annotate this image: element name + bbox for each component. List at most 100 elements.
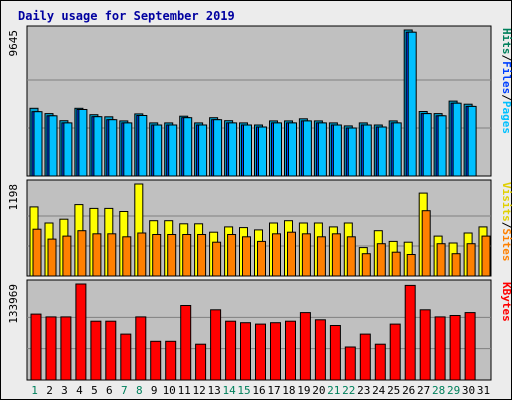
x-tick-label: 1 [31,384,38,397]
bar-pages-day-8 [138,115,148,177]
bar-pages-day-4 [78,109,88,177]
x-tick-label: 27 [417,384,430,397]
bar-pages-day-26 [407,31,417,177]
bar-sites-day-1 [32,228,42,277]
bar-sites-day-13 [212,241,222,277]
legend: Visits/Sites [500,182,512,262]
x-tick-label: 17 [267,384,280,397]
x-tick-label: 9 [151,384,158,397]
legend: KBytes [500,282,512,322]
x-tick-label: 29 [447,384,460,397]
bar-pages-day-16 [258,126,267,177]
bar-pages-day-9 [153,124,163,177]
x-tick-label: 16 [252,384,265,397]
bar-pages-day-12 [198,124,208,177]
bar-pages-day-20 [317,122,327,177]
bar-kbytes-day-23 [359,333,371,381]
bar-pages-day-10 [168,124,178,177]
x-axis-day-labels: 1 2 3 4 5 6 7 8 9 10 11 12 13 14 15 16 17 18 19 20 21 22 23 24 2… [31,384,490,397]
bar-sites-day-15 [242,236,251,277]
legend-entry: KBytes [500,282,512,322]
legend-entry: / [500,222,512,229]
legend-entry: Sites [500,228,512,261]
bar-pages-day-17 [273,122,282,177]
bar-kbytes-day-25 [389,323,401,381]
bar-sites-day-23 [361,253,371,277]
bar-pages-day-11 [183,117,193,177]
x-tick-label: 19 [297,384,310,397]
bar-sites-day-28 [436,243,446,277]
bar-sites-day-4 [77,230,87,277]
x-tick-label: 25 [387,384,400,397]
bar-pages-day-3 [63,122,73,177]
bar-kbytes-day-4 [75,283,87,381]
x-tick-label: 28 [432,384,445,397]
bar-kbytes-day-28 [434,316,446,381]
bar-kbytes-day-17 [270,322,281,381]
x-tick-label: 20 [312,384,325,397]
bar-sites-day-9 [152,234,162,277]
x-tick-label: 30 [462,384,475,397]
bar-sites-day-14 [227,234,237,277]
bar-sites-day-27 [421,210,431,277]
bar-sites-day-20 [316,236,326,277]
bar-pages-day-23 [362,124,372,177]
x-tick-label: 26 [402,384,415,397]
bar-sites-day-12 [197,234,207,277]
bar-kbytes-day-1 [30,313,42,381]
bar-pages-day-27 [422,113,432,177]
bar-sites-day-3 [62,235,72,277]
bar-kbytes-day-26 [404,284,416,381]
y-max-label: 1198 [7,184,20,211]
bar-sites-day-29 [451,253,461,277]
bar-kbytes-day-21 [329,325,341,381]
chart-title: Daily usage for September 2019 [18,9,235,23]
bar-pages-day-29 [452,102,462,177]
panel-kbytes: 133969 KBytes [7,279,512,381]
y-max-label: 9645 [7,30,20,57]
panel-visits-sites: 1198 Visits/Sites [7,179,512,277]
bar-kbytes-day-15 [240,322,251,381]
x-tick-label: 8 [136,384,143,397]
x-tick-label: 23 [357,384,370,397]
bar-kbytes-day-27 [419,309,431,381]
bar-sites-day-10 [167,234,177,277]
bar-pages-day-19 [302,120,312,177]
bar-pages-day-7 [123,122,133,177]
x-tick-label: 12 [192,384,205,397]
bar-kbytes-day-7 [120,333,132,381]
bar-kbytes-day-24 [374,343,386,381]
legend-entry: / [500,94,512,101]
legend-entry: Files [500,61,512,94]
bar-kbytes-day-10 [165,340,177,381]
bar-pages-day-28 [437,115,447,177]
bar-sites-day-25 [391,251,401,277]
bar-pages-day-25 [392,122,402,177]
bar-sites-day-16 [257,240,266,277]
bar-pages-day-2 [48,115,58,177]
bar-kbytes-day-2 [45,316,57,381]
panel-hits-files-pages: 9645 Hits/Files/Pages [7,25,512,177]
bar-pages-day-30 [467,105,477,177]
x-tick-label: 4 [76,384,83,397]
bar-pages-day-1 [33,111,43,177]
bar-sites-day-30 [466,243,476,277]
bar-pages-day-18 [288,122,297,177]
bar-kbytes-day-3 [60,316,72,381]
x-tick-label: 3 [61,384,68,397]
bar-sites-day-21 [331,233,341,277]
bar-pages-day-6 [108,119,118,177]
bar-kbytes-day-8 [135,316,147,381]
legend-entry: Pages [500,101,512,134]
x-tick-label: 18 [282,384,295,397]
bar-sites-day-5 [92,233,102,277]
x-tick-label: 22 [342,384,355,397]
bar-kbytes-day-12 [195,343,207,381]
x-tick-label: 2 [46,384,53,397]
x-tick-label: 14 [222,384,236,397]
bar-kbytes-day-14 [225,320,237,381]
x-tick-label: 11 [178,384,191,397]
bar-sites-day-26 [406,254,416,277]
bar-pages-day-21 [332,124,342,177]
